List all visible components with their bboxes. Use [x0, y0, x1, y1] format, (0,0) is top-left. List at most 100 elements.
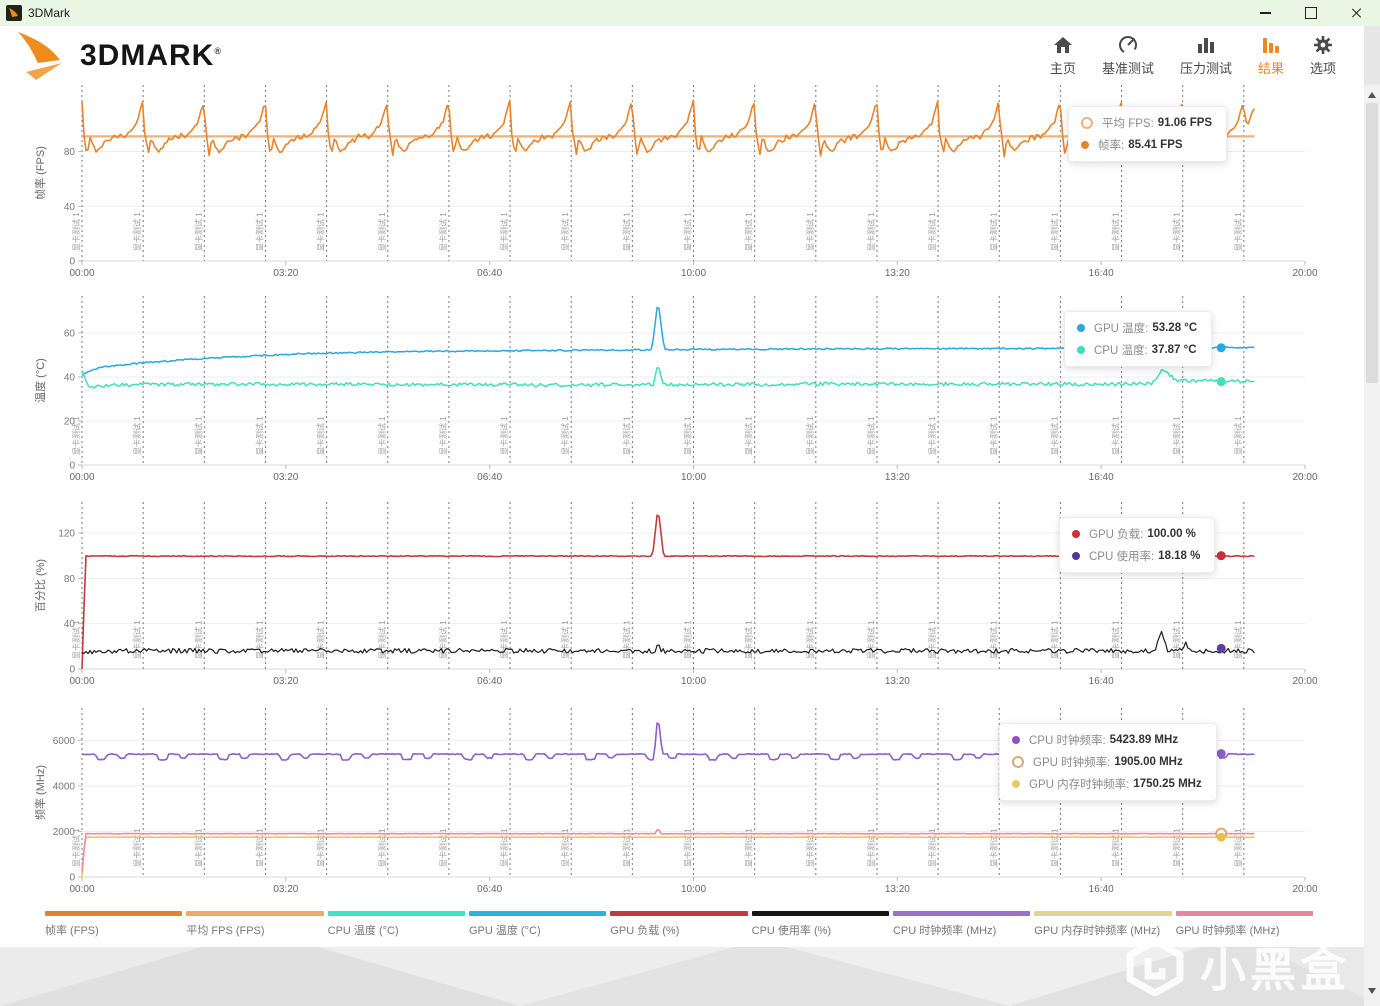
svg-text:10:00: 10:00 — [681, 472, 706, 483]
svg-text:显卡测试 1: 显卡测试 1 — [560, 620, 570, 659]
svg-text:显卡测试 1: 显卡测试 1 — [1049, 212, 1059, 251]
svg-text:显卡测试 1: 显卡测试 1 — [193, 416, 203, 455]
legend-item-8[interactable]: GPU 时钟频率 (MHz) — [1175, 911, 1313, 938]
svg-text:03:20: 03:20 — [273, 884, 298, 895]
scrollbar-thumb[interactable] — [1366, 103, 1378, 383]
svg-text:显卡测试 1: 显卡测试 1 — [805, 416, 815, 455]
svg-text:13:20: 13:20 — [885, 676, 910, 687]
svg-text:80: 80 — [64, 147, 76, 158]
nav-item-benchmark[interactable]: 基准测试 — [1102, 34, 1154, 77]
3dmark-flame-icon — [18, 31, 62, 80]
svg-text:显卡测试 1: 显卡测试 1 — [254, 212, 264, 251]
fps-chart[interactable]: 显卡测试 1 显卡测试 1 显卡测试 1 显卡测试 1 显卡测试 1 显卡测试 1 显卡测试… — [0, 85, 1364, 285]
svg-text:显卡测试 1: 显卡测试 1 — [377, 416, 387, 455]
svg-text:20:00: 20:00 — [1292, 472, 1317, 483]
svg-text:4000: 4000 — [53, 782, 76, 793]
svg-text:显卡测试 1: 显卡测试 1 — [377, 828, 387, 867]
svg-text:80: 80 — [64, 574, 76, 585]
temperature-tooltip: GPU 温度: 53.28 °C CPU 温度: 37.87 °C — [1064, 311, 1213, 367]
svg-text:显卡测试 1: 显卡测试 1 — [988, 212, 998, 251]
legend-color-bar — [610, 911, 748, 916]
legend-label: GPU 温度 (°C) — [468, 925, 541, 937]
cpu-temp-dot — [1077, 346, 1085, 354]
svg-text:显卡测试 1: 显卡测试 1 — [438, 212, 448, 251]
vertical-scrollbar[interactable] — [1364, 85, 1380, 1006]
nav-item-options[interactable]: 选项 — [1310, 34, 1336, 77]
svg-text:00:00: 00:00 — [69, 268, 94, 279]
svg-text:显卡测试 1: 显卡测试 1 — [927, 620, 937, 659]
svg-text:00:00: 00:00 — [69, 676, 94, 687]
legend-item-4[interactable]: GPU 负载 (%) — [610, 911, 748, 938]
svg-text:帧率 (FPS): 帧率 (FPS) — [33, 146, 47, 200]
app-header: 3DMARK® 主页 基准测试 压力测试 — [0, 26, 1364, 85]
svg-text:显卡测试 1: 显卡测试 1 — [438, 620, 448, 659]
watermark-text: 小黑盒 — [1200, 944, 1350, 996]
svg-text:显卡测试 1: 显卡测试 1 — [1233, 416, 1243, 455]
svg-text:显卡测试 1: 显卡测试 1 — [621, 620, 631, 659]
legend-item-6[interactable]: CPU 时钟频率 (MHz) — [892, 911, 1031, 938]
legend-item-1[interactable]: 平均 FPS (FPS) — [186, 911, 324, 938]
svg-text:显卡测试 1: 显卡测试 1 — [866, 212, 876, 251]
svg-text:显卡测试 1: 显卡测试 1 — [1172, 620, 1182, 659]
percentage-chart[interactable]: 显卡测试 1 显卡测试 1 显卡测试 1 显卡测试 1 显卡测试 1 显卡测试 1 显卡测试… — [0, 498, 1364, 698]
svg-text:显卡测试 1: 显卡测试 1 — [805, 620, 815, 659]
svg-text:显卡测试 1: 显卡测试 1 — [988, 620, 998, 659]
svg-text:13:20: 13:20 — [885, 884, 910, 895]
window-title: 3DMark — [28, 6, 71, 20]
scroll-down-button[interactable] — [1364, 983, 1380, 999]
svg-text:16:40: 16:40 — [1089, 676, 1114, 687]
svg-text:显卡测试 1: 显卡测试 1 — [1049, 620, 1059, 659]
svg-text:显卡测试 1: 显卡测试 1 — [1111, 828, 1121, 867]
svg-text:显卡测试 1: 显卡测试 1 — [132, 828, 142, 867]
svg-text:显卡测试 1: 显卡测试 1 — [132, 620, 142, 659]
svg-text:显卡测试 1: 显卡测试 1 — [438, 828, 448, 867]
svg-text:显卡测试 1: 显卡测试 1 — [499, 212, 509, 251]
nav-item-home[interactable]: 主页 — [1050, 34, 1076, 77]
svg-text:显卡测试 1: 显卡测试 1 — [71, 620, 81, 659]
legend-item-3[interactable]: GPU 温度 (°C) — [468, 911, 607, 938]
svg-text:显卡测试 1: 显卡测试 1 — [499, 828, 509, 867]
svg-text:温度 (°C): 温度 (°C) — [33, 358, 47, 403]
legend-color-bar — [468, 911, 607, 916]
svg-text:频率 (MHz): 频率 (MHz) — [33, 765, 47, 820]
svg-text:显卡测试 1: 显卡测试 1 — [683, 620, 693, 659]
svg-text:显卡测试 1: 显卡测试 1 — [744, 416, 754, 455]
close-button[interactable] — [1334, 0, 1380, 26]
nav-item-results[interactable]: 结果 — [1258, 34, 1284, 77]
svg-text:显卡测试 1: 显卡测试 1 — [560, 828, 570, 867]
scroll-up-button[interactable] — [1364, 87, 1380, 103]
legend-label: CPU 使用率 (%) — [751, 925, 832, 937]
svg-text:显卡测试 1: 显卡测试 1 — [805, 828, 815, 867]
legend-color-bar — [1175, 911, 1313, 916]
svg-text:00:00: 00:00 — [69, 884, 94, 895]
svg-text:0: 0 — [69, 461, 75, 472]
fps-tooltip: 平均 FPS: 91.06 FPS 帧率: 85.41 FPS — [1068, 106, 1228, 162]
svg-text:10:00: 10:00 — [681, 884, 706, 895]
legend-item-7[interactable]: GPU 内存时钟频率 (MHz) — [1034, 911, 1172, 938]
nav-item-stress-test[interactable]: 压力测试 — [1180, 34, 1232, 77]
svg-text:显卡测试 1: 显卡测试 1 — [988, 828, 998, 867]
legend-item-5[interactable]: CPU 使用率 (%) — [751, 911, 889, 938]
svg-text:显卡测试 1: 显卡测试 1 — [499, 416, 509, 455]
maximize-button[interactable] — [1288, 0, 1334, 26]
svg-text:显卡测试 1: 显卡测试 1 — [744, 828, 754, 867]
svg-text:显卡测试 1: 显卡测试 1 — [254, 416, 264, 455]
svg-text:显卡测试 1: 显卡测试 1 — [988, 416, 998, 455]
fps-dot — [1081, 141, 1089, 149]
svg-text:03:20: 03:20 — [273, 676, 298, 687]
results-icon — [1262, 38, 1279, 53]
legend-item-0[interactable]: 帧率 (FPS) — [45, 911, 183, 938]
svg-text:显卡测试 1: 显卡测试 1 — [71, 416, 81, 455]
avg-fps-dot — [1081, 117, 1093, 129]
minimize-button[interactable] — [1242, 0, 1288, 26]
svg-text:20:00: 20:00 — [1292, 676, 1317, 687]
minimize-icon — [1259, 12, 1271, 14]
svg-text:显卡测试 1: 显卡测试 1 — [193, 620, 203, 659]
legend-item-2[interactable]: CPU 温度 (°C) — [327, 911, 465, 938]
svg-text:显卡测试 1: 显卡测试 1 — [683, 828, 693, 867]
svg-text:0: 0 — [69, 665, 75, 676]
svg-text:显卡测试 1: 显卡测试 1 — [193, 212, 203, 251]
maximize-icon — [1305, 7, 1317, 19]
svg-text:显卡测试 1: 显卡测试 1 — [132, 416, 142, 455]
triangle-up-icon — [1368, 92, 1376, 98]
